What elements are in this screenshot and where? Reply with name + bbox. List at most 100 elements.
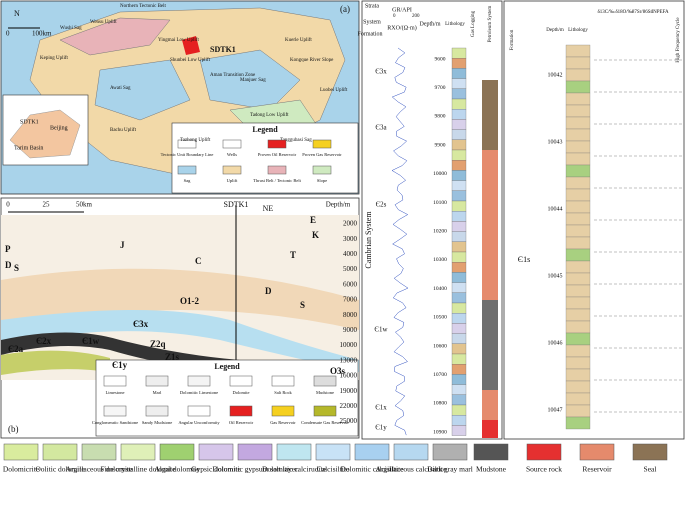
- lithology-band: [451, 374, 467, 385]
- legend-swatch: [237, 443, 273, 461]
- petroleum-band: [482, 150, 498, 300]
- label: System: [363, 19, 381, 25]
- label: Sandy Mudstone: [142, 420, 172, 425]
- label: Dolomitic calcirudite: [262, 465, 327, 474]
- label: Z2q: [150, 339, 166, 349]
- lithology-band: [565, 80, 591, 94]
- label: 0: [6, 201, 10, 209]
- label: 6000: [343, 280, 358, 288]
- lithology-band: [565, 368, 591, 382]
- label: Dolomite: [233, 390, 250, 395]
- lithology-band: [565, 392, 591, 406]
- legend-swatch: [315, 443, 351, 461]
- label: Legend: [214, 362, 240, 371]
- lithology-band: [565, 224, 591, 238]
- label: Northern Tectonic Belt: [120, 4, 167, 9]
- label: 10046: [548, 340, 563, 346]
- label: 10200: [433, 228, 447, 234]
- lithology-band: [565, 332, 591, 346]
- label: Argillaceous calcisiltite: [376, 465, 448, 474]
- label: 100km: [32, 30, 52, 38]
- label: Є3a: [375, 124, 387, 132]
- label: K: [312, 230, 319, 240]
- label: Oolitic dolomite: [35, 465, 85, 474]
- label: Thrust Belt / Tectonic Belt: [253, 178, 302, 183]
- label: Dark gray marl: [427, 465, 473, 474]
- lithology-band: [565, 164, 591, 178]
- lithology-band: [565, 404, 591, 418]
- legend-swatch: [145, 405, 169, 417]
- lithology-band: [451, 78, 467, 89]
- label: INPEFA: [651, 10, 669, 15]
- legend-swatch: [103, 405, 127, 417]
- label: 10044: [548, 206, 563, 212]
- label: High Frequency Cycle: [676, 17, 681, 63]
- label: Є1x: [375, 404, 387, 412]
- label: 22000: [340, 402, 358, 410]
- label: δ13C/‰: [597, 10, 614, 15]
- sag: [199, 49, 301, 111]
- label: RXO/(Ω·m): [387, 24, 416, 31]
- legend-swatch: [312, 165, 332, 175]
- label: Tadong Low Uplift: [250, 113, 289, 118]
- lithology-band: [451, 394, 467, 406]
- lithology-band: [451, 221, 467, 232]
- label: Є3x: [133, 319, 149, 329]
- lithology-band: [565, 248, 591, 262]
- lithology-band: [565, 176, 591, 190]
- label: Proven Oil Reservoir: [258, 152, 297, 157]
- gr-curve: [391, 47, 409, 436]
- label: Gypsic dolomite: [191, 465, 241, 474]
- label: 7000: [343, 296, 358, 304]
- label: Conglomeratic Sandstone: [92, 420, 138, 425]
- label: 0: [6, 30, 10, 38]
- label: 2000: [343, 220, 358, 228]
- label: Calcisiltite: [317, 465, 350, 474]
- label: O1-2: [180, 296, 199, 306]
- label: Tarim Basin: [14, 145, 43, 151]
- legend-swatch: [222, 139, 242, 149]
- lithology-band: [451, 292, 467, 304]
- label: Sag: [184, 178, 192, 183]
- legend-swatch: [432, 443, 468, 461]
- lithology-band: [451, 88, 467, 100]
- condensate: [1, 350, 110, 375]
- label: Keping Uplift: [40, 56, 69, 61]
- label: 0: [393, 14, 396, 19]
- legend-swatch: [120, 443, 156, 461]
- label: 8000: [343, 311, 358, 319]
- label: Wensu Uplift: [90, 20, 117, 25]
- legend-swatch: [81, 443, 117, 461]
- legend-swatch: [222, 165, 242, 175]
- oil-reservoir: [182, 36, 200, 55]
- lithology-band: [451, 119, 467, 130]
- legend-swatch: [177, 165, 197, 175]
- lithology-band: [451, 272, 467, 283]
- label: 10800: [433, 401, 447, 407]
- label: (a): [340, 4, 350, 14]
- lithology-band: [565, 188, 591, 202]
- label: Strata: [365, 3, 379, 9]
- label: Bachu Uplift: [110, 128, 137, 133]
- legend-swatch: [229, 375, 253, 387]
- label: 87Sr/86Sr: [632, 10, 653, 15]
- lithology-band: [451, 404, 467, 416]
- label: 10400: [433, 286, 447, 292]
- label: Є2x: [36, 336, 52, 346]
- petroleum-band: [482, 300, 498, 390]
- lithology-band: [565, 152, 591, 166]
- legend-swatch: [267, 165, 287, 175]
- label: 10043: [548, 139, 563, 145]
- legend-swatch: [473, 443, 509, 461]
- petroleum-band: [482, 420, 498, 438]
- lithology-band: [451, 68, 467, 79]
- label: Beijing: [50, 125, 68, 131]
- label: Condensate Gas Reservoir: [301, 420, 349, 425]
- label: Gas Logging: [471, 11, 476, 37]
- label: S: [300, 300, 305, 310]
- label: Petroleum System: [488, 6, 493, 43]
- label: Depth/m: [420, 21, 441, 27]
- label: Algal dolomite: [154, 465, 200, 474]
- label: Mudstone: [476, 465, 507, 474]
- legend-swatch: [159, 443, 195, 461]
